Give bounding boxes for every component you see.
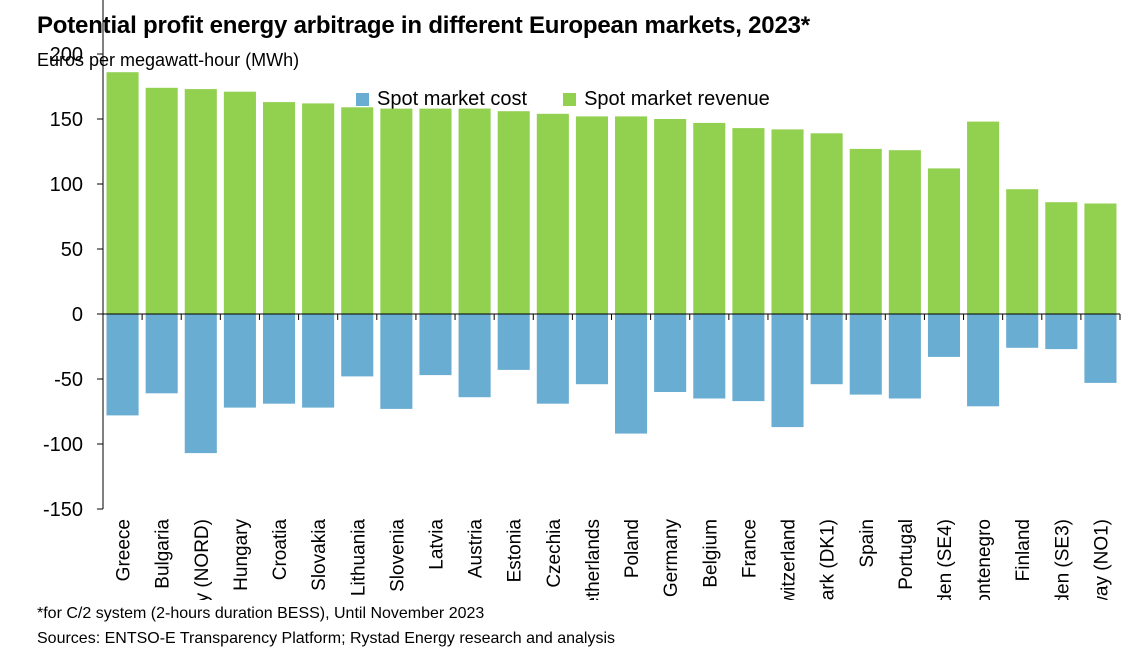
bar-revenue [575, 116, 608, 315]
bar-revenue [262, 102, 296, 314]
x-tick-label: Slovenia [387, 519, 408, 592]
bar-cost [184, 314, 217, 454]
x-tick-label: Spain [857, 519, 878, 568]
x-tick-label: Slovakia [309, 519, 330, 591]
bar-revenue [302, 103, 335, 315]
bar-revenue [458, 108, 491, 314]
bar-revenue [693, 122, 726, 315]
chart-title: Potential profit energy arbitrage in dif… [37, 12, 810, 39]
bar-revenue [497, 111, 530, 314]
bar-cost [302, 314, 335, 408]
bar-revenue [1084, 203, 1117, 314]
bar-cost [223, 314, 256, 408]
bar-cost [888, 314, 921, 399]
x-tick-label: Sweden (SE3) [1052, 519, 1073, 600]
bar-revenue [145, 87, 178, 314]
footnote: *for C/2 system (2-hours duration BESS),… [37, 605, 485, 622]
legend-item-revenue: Spot market revenue [563, 88, 770, 111]
y-tick-label: 200 [50, 44, 83, 66]
bar-revenue [341, 107, 374, 314]
legend-label-cost: Spot market cost [377, 88, 528, 110]
legend-item-cost: Spot market cost [356, 88, 527, 111]
x-tick-label: Sweden (SE4) [935, 519, 956, 600]
bar-revenue [1045, 202, 1078, 314]
x-tick-label: Greece [114, 519, 135, 581]
bar-revenue [849, 148, 882, 314]
bar-revenue [1006, 189, 1039, 314]
bar-revenue [380, 108, 413, 314]
bar-cost [732, 314, 765, 402]
bar-revenue [184, 89, 217, 314]
bar-revenue [419, 108, 452, 314]
x-tick-label: Latvia [426, 519, 447, 570]
x-tick-label: France [739, 519, 760, 578]
x-tick-label: Denmark (DK1) [818, 519, 839, 600]
legend-swatch-revenue [563, 93, 577, 106]
x-tick-label: Finland [1013, 519, 1034, 581]
y-tick-label: -100 [43, 434, 83, 456]
y-tick-label: 100 [50, 174, 83, 196]
y-tick-label: 50 [61, 239, 83, 261]
y-tick-label: -150 [43, 499, 83, 521]
legend-label-revenue: Spot market revenue [584, 88, 770, 110]
y-tick-label: -50 [54, 369, 83, 391]
chart-area: 250 200 150 100 50 0 -50 -100 -150 Greece Bulgaria… [43, 0, 1121, 600]
bar-cost [771, 314, 804, 428]
bar-cost [262, 314, 296, 404]
x-tick-label: switzerland [779, 519, 800, 600]
x-tick-label: Netherlands [583, 519, 604, 600]
bar-cost [419, 314, 452, 376]
bar-cost [1084, 314, 1117, 383]
x-tick-label: Germany [661, 519, 682, 598]
x-tick-label: Montenegro [974, 519, 995, 600]
bar-revenue [615, 116, 648, 315]
bar-cost [1006, 314, 1039, 348]
x-tick-label: Czechia [544, 519, 565, 588]
legend: Spot market cost Spot market revenue [356, 88, 770, 111]
legend-swatch-cost [356, 93, 369, 106]
x-tick-label: Lithuania [348, 519, 369, 597]
source-note: Sources: ENTSO-E Transparency Platform; … [37, 630, 616, 647]
x-tick-label: Estonia [505, 519, 526, 583]
bar-cost [927, 314, 961, 357]
x-tick-label: Bulgaria [153, 519, 174, 589]
y-tick-label: 150 [50, 109, 83, 131]
bar-revenue [654, 119, 687, 314]
bar-revenue [106, 72, 139, 314]
x-tick-label: Poland [622, 519, 643, 578]
bar-cost [810, 314, 843, 385]
bar-cost [615, 314, 648, 434]
x-tick-label: Austria [466, 519, 487, 579]
bar-cost [458, 314, 491, 398]
bar-cost [341, 314, 374, 377]
bar-revenue [536, 113, 569, 314]
x-tick-label: Italy (NORD) [192, 519, 213, 600]
bar-revenue [927, 168, 961, 314]
bar-revenue [732, 128, 765, 314]
x-tick-label: Hungary [231, 519, 252, 591]
bar-cost [967, 314, 1000, 407]
x-tick-label: Portugal [896, 519, 917, 590]
bar-cost [654, 314, 687, 392]
bar-revenue [967, 121, 1000, 314]
bar-cost [145, 314, 178, 394]
bar-cost [849, 314, 882, 395]
bar-cost [497, 314, 530, 370]
bar-cost [106, 314, 139, 416]
bar-revenue [223, 91, 256, 314]
y-tick-label: 0 [72, 304, 83, 326]
bar-cost [536, 314, 569, 404]
bar-revenue [771, 129, 804, 314]
bar-cost [1045, 314, 1078, 350]
bar-cost [380, 314, 413, 409]
y-tick-label: 250 [50, 0, 83, 1]
bar-cost [575, 314, 608, 385]
x-tick-label: Norway (NO1) [1091, 519, 1112, 600]
x-tick-label: Croatia [270, 519, 291, 581]
bar-revenue [888, 150, 921, 314]
x-tick-label: Belgium [700, 519, 721, 588]
bar-cost [693, 314, 726, 399]
bar-revenue [810, 133, 843, 314]
